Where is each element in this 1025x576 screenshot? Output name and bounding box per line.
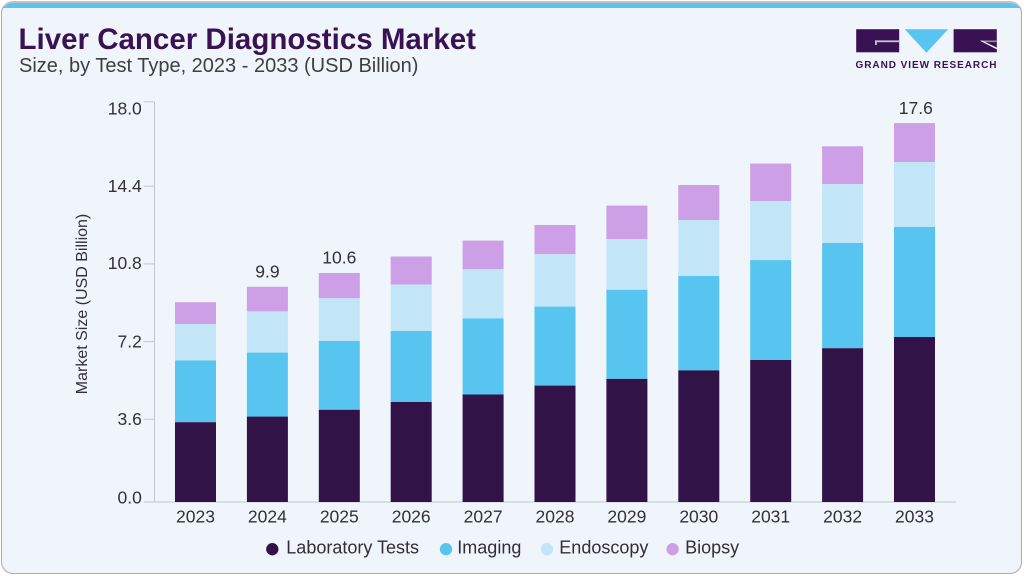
svg-text:7.2: 7.2 xyxy=(117,331,141,351)
svg-text:Biopsy: Biopsy xyxy=(685,537,739,557)
svg-text:2025: 2025 xyxy=(319,506,358,526)
svg-text:2030: 2030 xyxy=(679,506,718,526)
svg-text:2033: 2033 xyxy=(895,506,934,526)
svg-text:2028: 2028 xyxy=(535,506,574,526)
svg-text:Endoscopy: Endoscopy xyxy=(559,537,648,557)
svg-text:14.4: 14.4 xyxy=(107,176,141,196)
svg-text:Market Size (USD Billion): Market Size (USD Billion) xyxy=(73,213,90,393)
svg-text:3.6: 3.6 xyxy=(117,409,141,429)
svg-text:2032: 2032 xyxy=(823,506,862,526)
svg-text:9.9: 9.9 xyxy=(255,261,279,281)
svg-text:Imaging: Imaging xyxy=(457,537,521,557)
svg-text:2027: 2027 xyxy=(463,506,502,526)
svg-text:2031: 2031 xyxy=(751,506,790,526)
svg-text:2023: 2023 xyxy=(176,506,215,526)
svg-text:Laboratory Tests: Laboratory Tests xyxy=(286,537,419,557)
svg-text:17.6: 17.6 xyxy=(898,97,932,117)
svg-text:2026: 2026 xyxy=(391,506,430,526)
svg-text:GRAND VIEW RESEARCH: GRAND VIEW RESEARCH xyxy=(855,60,997,71)
svg-text:2024: 2024 xyxy=(247,506,286,526)
svg-text:18.0: 18.0 xyxy=(107,98,141,118)
svg-text:10.8: 10.8 xyxy=(107,253,141,273)
svg-text:2029: 2029 xyxy=(607,506,646,526)
svg-text:0.0: 0.0 xyxy=(117,487,142,507)
svg-text:10.6: 10.6 xyxy=(322,247,356,267)
